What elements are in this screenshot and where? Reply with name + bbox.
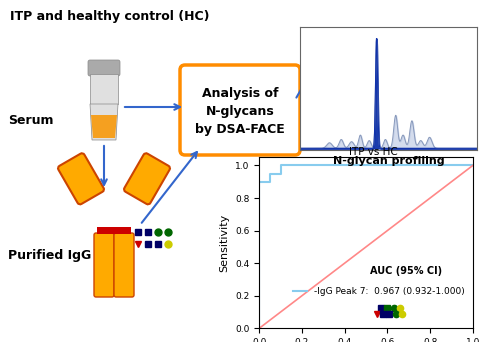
Text: Purified IgG: Purified IgG [8, 249, 91, 262]
Bar [90, 74, 118, 104]
Legend: -IgG Peak 7:  0.967 (0.932-1.000): -IgG Peak 7: 0.967 (0.932-1.000) [289, 284, 468, 300]
FancyBboxPatch shape [94, 233, 114, 297]
FancyBboxPatch shape [114, 233, 134, 297]
FancyBboxPatch shape [180, 65, 300, 155]
Text: ITP and healthy control (HC): ITP and healthy control (HC) [10, 10, 209, 23]
Polygon shape [90, 104, 118, 140]
Text: Serum: Serum [8, 114, 53, 127]
Text: AUC (95% CI): AUC (95% CI) [370, 266, 443, 276]
Text: Analysis of
N-glycans
by DSA-FACE: Analysis of N-glycans by DSA-FACE [195, 88, 285, 136]
FancyBboxPatch shape [58, 153, 104, 205]
Y-axis label: Sensitivity: Sensitivity [219, 214, 229, 272]
Text: ITP vs HC: ITP vs HC [349, 146, 398, 157]
Polygon shape [91, 115, 117, 138]
Text: N-glycan profiling: N-glycan profiling [333, 156, 444, 166]
Bar [97, 227, 131, 234]
FancyBboxPatch shape [88, 60, 120, 76]
FancyBboxPatch shape [124, 153, 170, 205]
